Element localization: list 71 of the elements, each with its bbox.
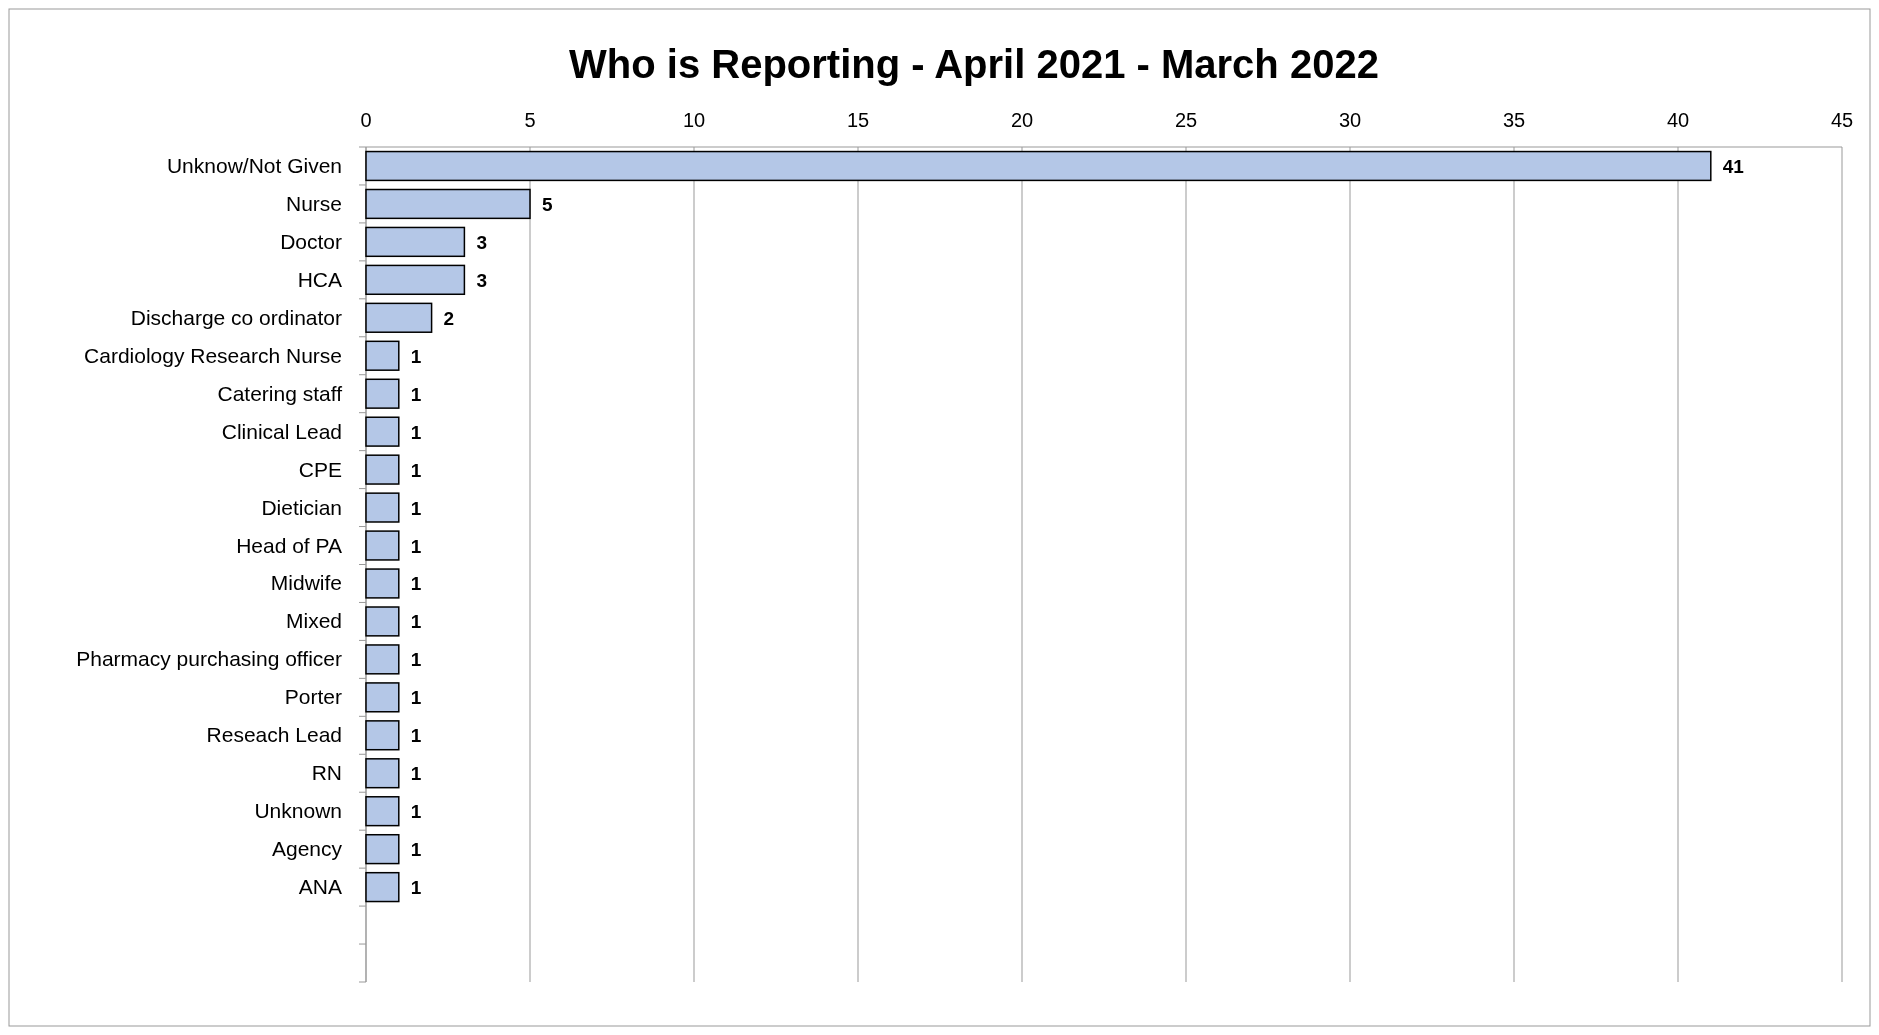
data-label: 2 — [443, 307, 455, 329]
data-label: 1 — [410, 421, 422, 443]
y-tick-label: CPE — [298, 457, 342, 481]
y-tick-label: Midwife — [270, 571, 342, 595]
y-tick-label: Nurse — [285, 191, 342, 215]
bar — [365, 188, 531, 220]
data-label: 1 — [410, 687, 422, 709]
bar — [365, 302, 433, 333]
x-tick-label: 30 — [1338, 109, 1362, 131]
data-label: 1 — [410, 877, 422, 899]
bar — [365, 264, 466, 296]
y-tick-label: Pharmacy purchasing officer — [76, 647, 342, 671]
x-tick-label: 10 — [682, 109, 706, 131]
data-label: 1 — [410, 345, 422, 367]
bar — [365, 150, 1712, 182]
bar — [365, 226, 466, 258]
x-tick-label: 25 — [1174, 109, 1198, 131]
data-label: 3 — [476, 231, 487, 253]
x-tick-label: 5 — [524, 109, 536, 131]
data-label: 3 — [476, 269, 487, 291]
data-label: 1 — [410, 763, 422, 785]
y-tick-label: Agency — [271, 837, 343, 861]
y-tick-label: Head of PA — [236, 533, 342, 557]
y-tick-label: HCA — [297, 267, 342, 291]
data-label: 1 — [410, 839, 422, 861]
bar — [365, 492, 400, 523]
bar — [365, 644, 400, 675]
data-label: 1 — [410, 801, 422, 823]
y-tick-label: Dietician — [261, 495, 342, 519]
bar — [365, 758, 400, 789]
data-label: 1 — [410, 497, 422, 519]
y-tick-label: Unknown — [254, 799, 342, 823]
bar — [365, 568, 400, 599]
y-tick-label: Discharge co ordinator — [130, 305, 342, 329]
x-tick-label: 0 — [360, 109, 372, 131]
x-tick-label: 15 — [846, 109, 870, 131]
data-label: 1 — [410, 725, 422, 747]
y-tick-label: RN — [311, 761, 342, 785]
data-label: 5 — [542, 193, 553, 215]
bar — [365, 833, 400, 865]
x-tick-label: 40 — [1666, 109, 1690, 131]
y-tick-label: Catering staff — [217, 381, 343, 405]
bar — [365, 530, 400, 561]
data-label: 1 — [410, 383, 422, 405]
bar — [365, 796, 400, 827]
data-label: 1 — [410, 459, 422, 481]
x-tick-label: 20 — [1010, 109, 1034, 131]
y-tick-label: Clinical Lead — [221, 419, 342, 443]
data-label: 1 — [410, 535, 422, 557]
data-label: 1 — [410, 649, 422, 671]
y-tick-label: Mixed — [285, 609, 342, 633]
bar — [365, 416, 400, 447]
data-label: 41 — [1722, 155, 1745, 177]
y-tick-label: ANA — [298, 875, 342, 899]
chart-title: Who is Reporting - April 2021 - March 2022 — [569, 42, 1379, 86]
bar — [365, 682, 400, 713]
x-tick-label: 45 — [1830, 109, 1854, 131]
y-tick-label: Unknow/Not Given — [166, 153, 342, 177]
y-tick-label: Porter — [284, 685, 343, 709]
bar — [365, 720, 400, 751]
y-tick-label: Cardiology Research Nurse — [84, 343, 342, 367]
bar — [365, 606, 400, 637]
bar — [365, 454, 400, 485]
data-label: 1 — [410, 611, 422, 633]
x-tick-label: 35 — [1502, 109, 1526, 131]
bar — [365, 378, 400, 409]
bar — [365, 340, 400, 371]
data-label: 1 — [410, 573, 422, 595]
bar — [365, 871, 400, 903]
y-tick-label: Doctor — [280, 229, 342, 253]
y-tick-label: Reseach Lead — [206, 723, 342, 747]
